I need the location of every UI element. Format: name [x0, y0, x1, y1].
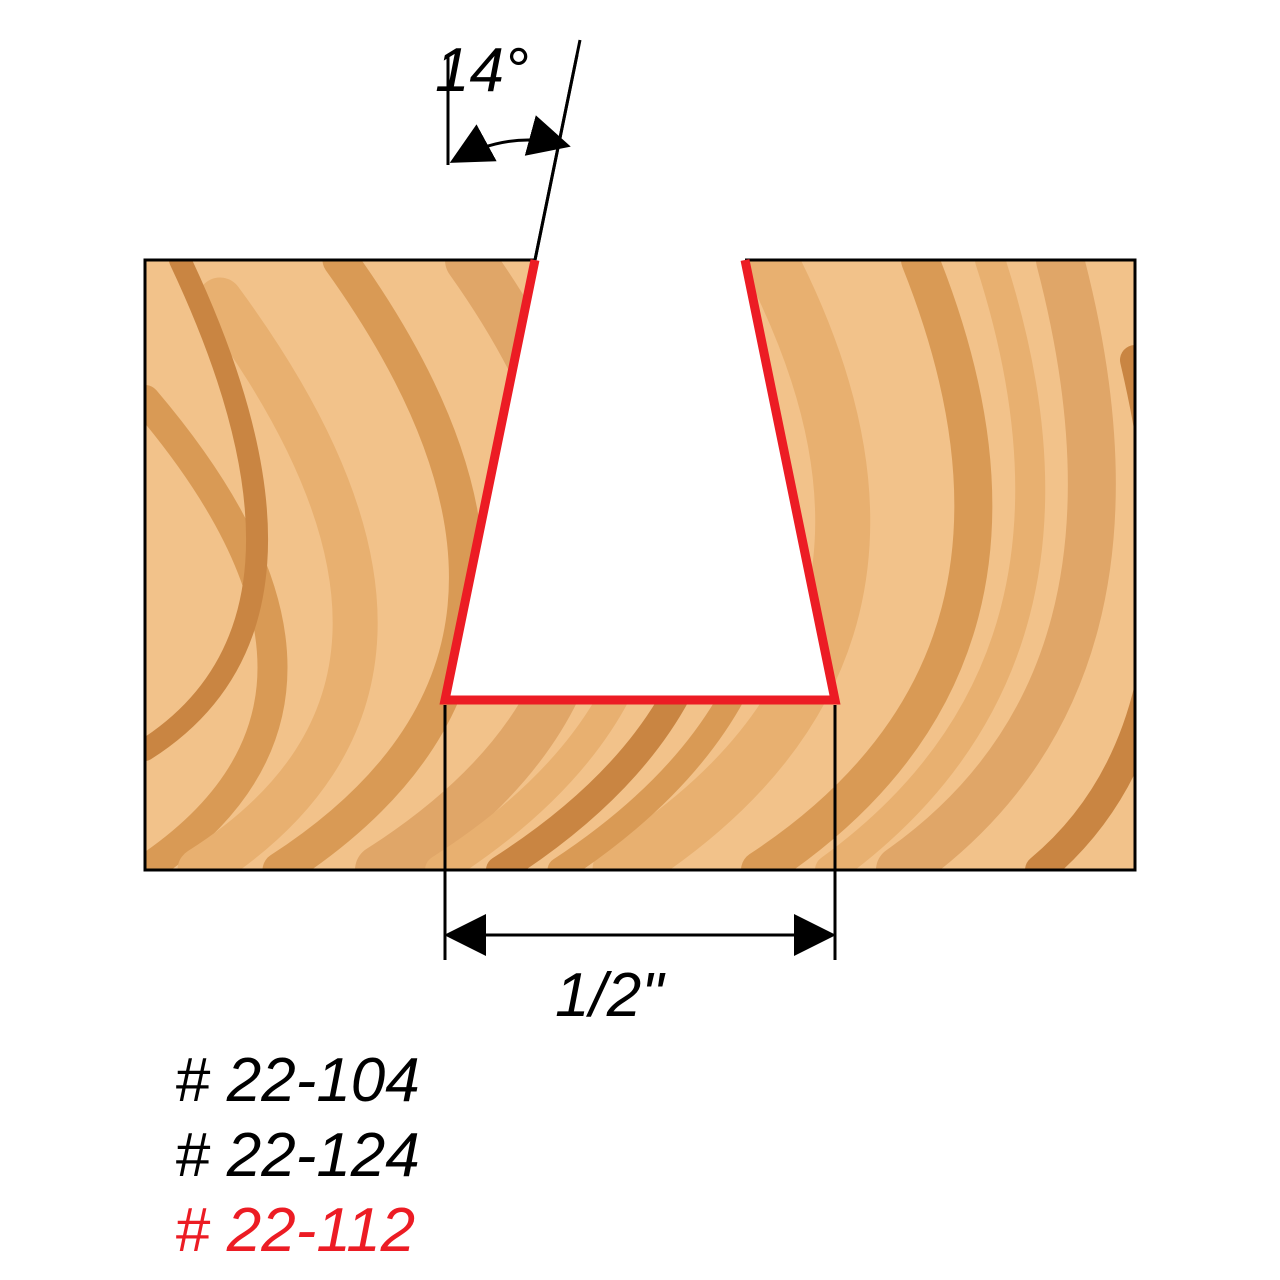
- part-number-0: # 22-104: [175, 1045, 420, 1116]
- angle-label: 14°: [435, 35, 529, 106]
- width-label: 1/2": [555, 960, 663, 1031]
- part-number-1: # 22-124: [175, 1120, 420, 1191]
- part-number-2: # 22-112: [175, 1195, 415, 1266]
- wood-block: [145, 260, 1162, 870]
